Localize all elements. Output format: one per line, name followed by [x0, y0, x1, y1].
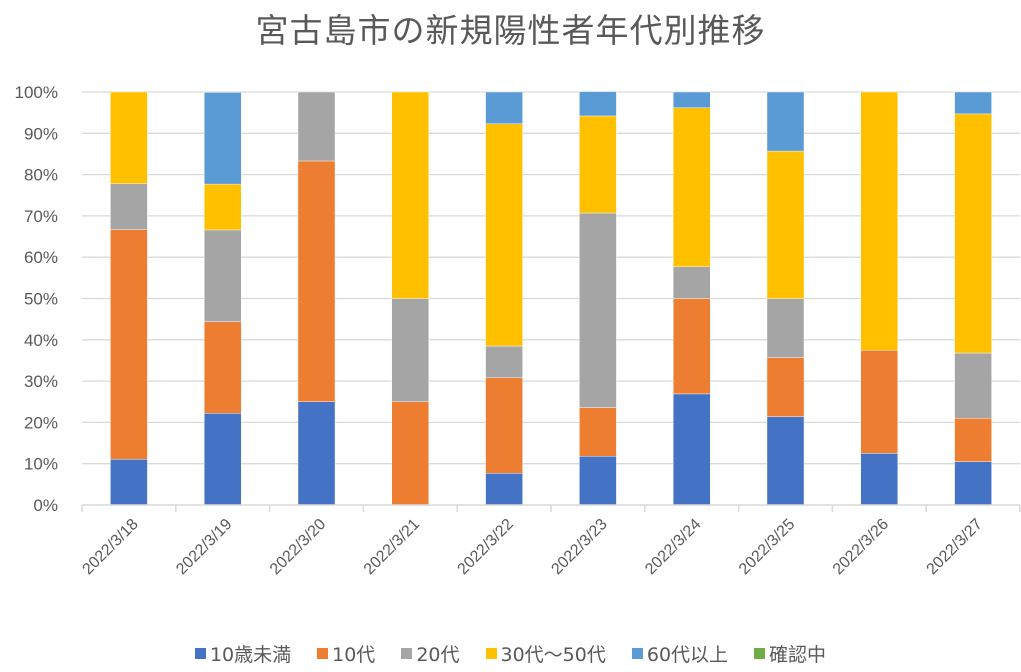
y-tick-label: 100%: [15, 83, 58, 102]
legend-swatch: [754, 648, 766, 659]
legend-label: 30代〜50代: [500, 644, 606, 666]
y-tick-label: 50%: [24, 290, 58, 309]
bar-segment-4: [203, 183, 242, 231]
bar-segment-2: [391, 401, 429, 506]
bar-segment-2: [485, 377, 523, 474]
y-tick-label: 90%: [24, 124, 58, 143]
legend-swatch: [317, 648, 329, 659]
bar-segment-3: [579, 212, 617, 408]
y-tick-label: 0%: [33, 496, 58, 515]
bar-segment-1: [954, 461, 992, 506]
bar-segment-4: [673, 107, 711, 267]
x-axis-ticks: 2022/3/18 2022/3/19 2022/3/20 2022/3/21 2022…: [79, 516, 986, 578]
bar-segment-2: [766, 357, 805, 417]
bar-segment-4: [954, 113, 992, 354]
bar-segment-3: [110, 183, 148, 230]
x-tick-label: 2022/3/18: [79, 516, 141, 578]
bar-segment-4: [579, 115, 617, 214]
bar-segment-1: [860, 453, 898, 506]
bar-segment-5: [766, 91, 805, 152]
bar-segment-2: [954, 418, 992, 462]
y-tick-label: 10%: [24, 455, 58, 474]
x-axis: [81, 504, 1021, 512]
bar-segment-4: [485, 123, 523, 347]
bar-segment-2: [297, 160, 336, 402]
chart-title: 宮古島市の新規陽性者年代別推移: [255, 11, 766, 50]
legend-label: 20代: [416, 644, 460, 666]
bar-segment-1: [203, 413, 242, 506]
bar-segment-2: [203, 321, 242, 414]
bar-segment-5: [954, 91, 992, 115]
bar-segment-5: [485, 91, 523, 125]
legend-swatch: [485, 648, 497, 659]
bar-segment-1: [766, 416, 805, 506]
legend-swatch: [194, 648, 206, 659]
x-tick-label: 2022/3/20: [267, 516, 329, 578]
y-tick-label: 30%: [24, 372, 58, 391]
legend-swatch: [631, 648, 643, 659]
bar-segment-2: [110, 229, 148, 460]
bar-segment-1: [110, 458, 148, 506]
bars: [110, 91, 992, 506]
y-tick-label: 70%: [24, 207, 58, 226]
x-tick-label: 2022/3/21: [361, 516, 423, 578]
bar-segment-5: [673, 91, 711, 108]
y-tick-label: 60%: [24, 248, 58, 267]
legend-item: 60代以上: [631, 640, 729, 667]
legend-item: 10代: [317, 640, 375, 667]
legend-swatch: [401, 648, 413, 659]
y-axis-ticks: 0% 10% 20% 30% 40% 50% 60% 70% 80% 90% 100%: [15, 83, 58, 515]
bar-segment-1: [297, 401, 336, 506]
legend-label: 10歳未満: [209, 644, 292, 666]
bar-segment-3: [297, 91, 336, 162]
x-tick-label: 2022/3/25: [736, 516, 798, 578]
y-tick-label: 40%: [24, 331, 58, 350]
x-tick-label: 2022/3/24: [642, 516, 704, 578]
bar-segment-2: [860, 349, 898, 454]
x-tick-label: 2022/3/27: [924, 516, 986, 578]
x-tick-label: 2022/3/22: [455, 516, 517, 578]
bar-segment-2: [673, 298, 711, 395]
legend-item: 20代: [401, 640, 460, 667]
bar-segment-3: [766, 298, 805, 358]
y-tick-label: 20%: [24, 413, 58, 432]
bar-segment-1: [485, 472, 523, 506]
x-tick-label: 2022/3/26: [830, 516, 892, 578]
legend: 10歳未満 10代 20代 30代〜50代 60代以上 確認中: [0, 640, 1021, 667]
bar-segment-3: [203, 229, 242, 322]
y-tick-label: 80%: [24, 166, 58, 185]
legend-item: 10歳未満: [194, 640, 292, 667]
x-tick-label: 2022/3/19: [173, 516, 235, 578]
bar-segment-2: [579, 407, 617, 457]
bar-segment-3: [391, 298, 429, 402]
legend-item: 30代〜50代: [485, 640, 606, 667]
bar-segment-3: [673, 266, 711, 299]
bar-segment-4: [860, 91, 898, 351]
bar-segment-4: [391, 91, 429, 299]
bar-segment-5: [579, 91, 617, 117]
legend-label: 60代以上: [646, 644, 729, 666]
bar-segment-5: [203, 92, 242, 185]
plot-area: 0% 10% 20% 30% 40% 50% 60% 70% 80% 90% 100% 2022/3…: [15, 83, 1021, 578]
legend-label: 10代: [332, 644, 376, 666]
legend-label: 確認中: [769, 644, 827, 666]
legend-item: 確認中: [754, 640, 826, 667]
x-tick-label: 2022/3/23: [548, 516, 610, 578]
bar-segment-3: [954, 352, 992, 419]
bar-segment-1: [673, 393, 711, 506]
bar-segment-4: [110, 91, 148, 184]
bar-segment-4: [766, 150, 805, 299]
bar-segment-1: [579, 456, 617, 506]
bar-segment-3: [485, 345, 523, 378]
